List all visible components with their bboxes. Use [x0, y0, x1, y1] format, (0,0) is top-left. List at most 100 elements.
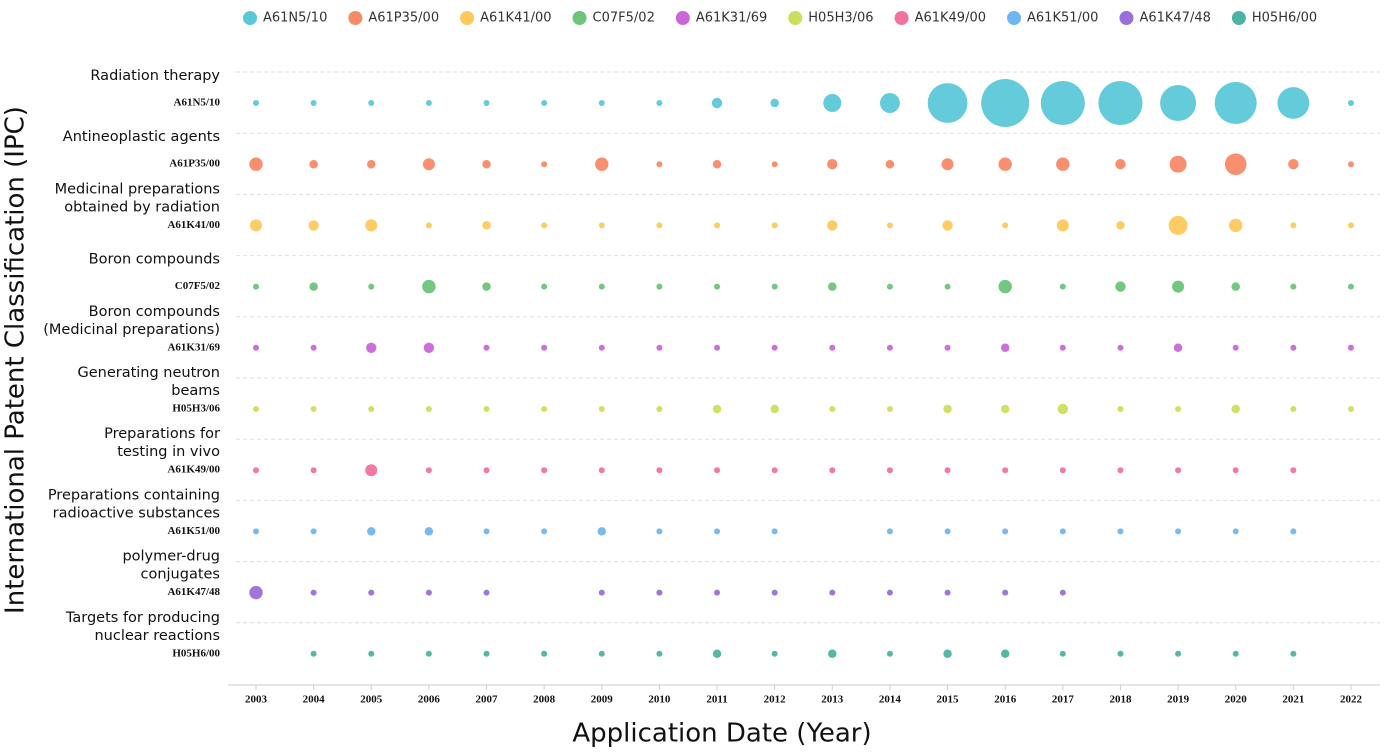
- bubble: [253, 406, 259, 412]
- legend-marker: [675, 11, 690, 25]
- bubble: [1056, 157, 1070, 171]
- x-tick-label: 2022: [1340, 694, 1363, 706]
- row-description: radioactive substances: [53, 505, 220, 521]
- bubble: [310, 589, 317, 596]
- bubble: [422, 279, 436, 294]
- row-code: A61P35/00: [169, 158, 220, 170]
- bubble: [829, 589, 836, 596]
- legend-marker: [1231, 11, 1246, 25]
- bubble: [942, 220, 953, 231]
- bubble: [1169, 155, 1187, 173]
- bubble: [1059, 528, 1066, 535]
- bubble: [1059, 467, 1066, 474]
- row-description: nuclear reactions: [94, 628, 220, 644]
- bubble: [1214, 82, 1257, 124]
- bubble: [541, 344, 548, 351]
- bubble: [1224, 153, 1247, 176]
- bubble: [944, 589, 951, 596]
- row-description: Medicinal preparations: [55, 181, 220, 197]
- bubble: [943, 404, 952, 414]
- row-code: A61K31/69: [167, 341, 220, 353]
- bubble: [771, 528, 778, 535]
- legend-marker: [1007, 11, 1022, 25]
- bubble: [828, 649, 837, 659]
- bubble: [944, 344, 951, 351]
- bubble: [1347, 344, 1354, 351]
- row-code: H05H3/06: [172, 403, 220, 415]
- bubble: [886, 344, 893, 351]
- row-description: Radiation therapy: [90, 68, 220, 84]
- bubble: [483, 528, 490, 535]
- row-code: H05H6/00: [172, 647, 220, 659]
- bubble: [367, 159, 376, 169]
- bubble: [482, 221, 491, 230]
- bubble: [886, 650, 893, 657]
- bubble: [886, 528, 893, 535]
- bubble: [1232, 467, 1239, 474]
- x-tick-label: 2015: [937, 694, 960, 706]
- bubble: [1290, 650, 1297, 657]
- bubble: [714, 283, 721, 290]
- bubble: [1002, 222, 1009, 229]
- bubble: [1290, 344, 1297, 351]
- bubble: [1232, 344, 1239, 351]
- bubble: [308, 220, 319, 231]
- bubble: [771, 467, 778, 474]
- bubble: [1229, 218, 1243, 233]
- bubble: [656, 161, 663, 168]
- bubble: [1277, 87, 1310, 119]
- bubble: [656, 344, 663, 351]
- bubble: [368, 406, 375, 412]
- bubble: [1059, 650, 1066, 657]
- bubble: [886, 467, 893, 474]
- x-tick-label: 2016: [994, 694, 1017, 706]
- bubble: [598, 283, 605, 290]
- bubble: [1173, 343, 1183, 353]
- bubble: [714, 528, 721, 535]
- legend-marker: [460, 11, 475, 25]
- bubble: [253, 467, 259, 474]
- bubble: [253, 283, 259, 290]
- bubble: [1232, 650, 1239, 657]
- legend-label: A61K49/00: [915, 11, 986, 26]
- bubble: [310, 467, 317, 474]
- bubble: [250, 219, 262, 232]
- bubble: [1002, 528, 1009, 535]
- x-tick-label: 2006: [418, 694, 441, 706]
- bubble: [998, 279, 1012, 294]
- bubble: [1290, 222, 1297, 229]
- bubble: [424, 527, 434, 536]
- bubble: [1347, 222, 1354, 229]
- bubble: [1290, 467, 1297, 474]
- bubble: [656, 100, 663, 106]
- bubble: [1098, 80, 1143, 126]
- bubble: [656, 650, 663, 657]
- bubble: [656, 222, 663, 229]
- bubble: [771, 283, 778, 290]
- bubble: [829, 406, 836, 412]
- row-code: A61K51/00: [167, 525, 220, 537]
- bubble: [422, 158, 435, 171]
- bubble: [886, 283, 893, 290]
- bubble: [249, 157, 263, 171]
- legend-label: H05H6/00: [1252, 11, 1317, 26]
- row-code: A61K47/48: [167, 586, 220, 598]
- x-tick-label: 2012: [764, 694, 787, 706]
- bubble: [1290, 406, 1297, 412]
- bubble: [879, 93, 900, 113]
- bubble: [927, 83, 968, 123]
- bubble: [1000, 404, 1010, 414]
- x-tick-label: 2003: [245, 694, 268, 706]
- bubble: [1057, 403, 1069, 415]
- bubble: [1290, 283, 1297, 290]
- bubble: [1347, 100, 1354, 106]
- legend-label: A61P35/00: [368, 11, 439, 26]
- bubble: [771, 650, 778, 657]
- bubble: [1117, 528, 1124, 535]
- bubble: [1232, 528, 1239, 535]
- x-tick-label: 2021: [1282, 694, 1304, 706]
- bubble: [595, 157, 609, 171]
- row-description: Antineoplastic agents: [63, 129, 220, 145]
- row-description: Preparations containing: [48, 487, 220, 503]
